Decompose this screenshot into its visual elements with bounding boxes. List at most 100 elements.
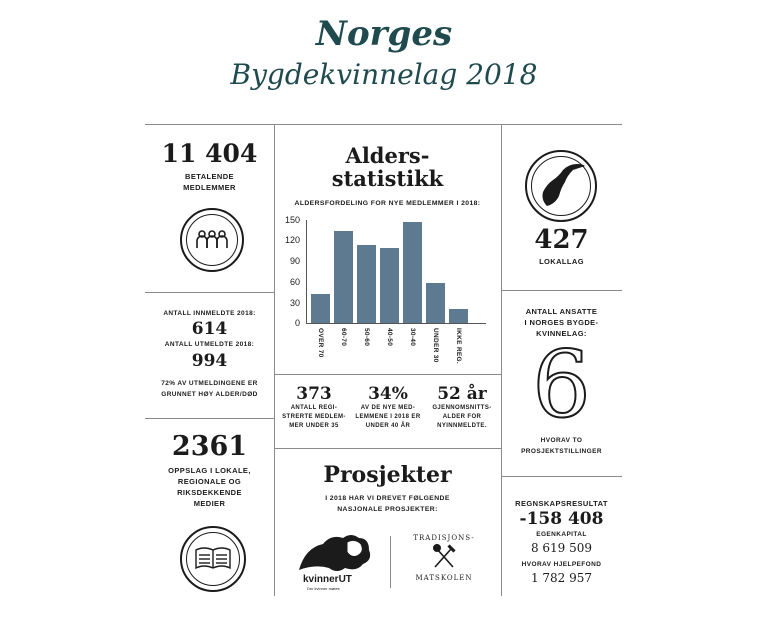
employees-note: PROSJEKTSTILLINGER <box>521 448 602 455</box>
fact-label: ANTALL REGI- <box>290 405 338 411</box>
plot-area <box>306 220 486 324</box>
chart-bar <box>357 244 376 323</box>
fact-label: GJENNOMSNITTS- <box>432 405 492 411</box>
kvinnerut-logo[interactable]: kvinnerUT Der kvinner møtes <box>295 530 375 592</box>
fact-value: 52 år <box>437 384 487 404</box>
newspaper-icon <box>180 526 246 592</box>
members-label: BETALENDE <box>185 172 234 181</box>
projects-desc: NASJONALE PROSJEKTER: <box>337 506 438 513</box>
divider <box>501 124 502 596</box>
registrations-out-value: 994 <box>191 351 228 371</box>
local-chapters-panel: 427 LOKALLAG <box>501 226 622 267</box>
employees-label: I NORGES BYGDE- <box>524 318 599 327</box>
media-label: REGIONALE OG <box>177 477 242 486</box>
projects-title: Prosjekter <box>323 462 452 488</box>
chart-bar <box>426 283 445 323</box>
age-stats-panel: Alders- statistikk ALDERSFORDELING FOR N… <box>274 144 501 209</box>
tradisjonsmatskolen-logo[interactable]: TRADISJONS- MATSKOLEN <box>408 532 480 592</box>
fact-label: ALDER FOR <box>442 414 482 420</box>
fact-item: 373 ANTALL REGI- STRERTE MEDLEM- MER UND… <box>278 384 350 431</box>
fact-label: UNDER 40 ÅR <box>365 423 411 429</box>
x-tick-label: OVER 70 <box>317 328 324 358</box>
employees-label: ANTALL ANSATTE <box>525 307 598 316</box>
members-panel: 11 404 BETALENDE MEDLEMMER <box>145 140 274 193</box>
registrations-panel: ANTALL INNMELDTE 2018: 614 ANTALL UTMELD… <box>145 308 274 400</box>
employees-panel: ANTALL ANSATTE I NORGES BYGDE- KVINNELAG… <box>501 306 622 457</box>
y-tick: 150 <box>284 215 300 225</box>
finance-equity-value: 8 619 509 <box>530 541 593 555</box>
divider <box>145 418 274 419</box>
members-value: 11 404 <box>161 139 258 168</box>
local-chapters-value: 427 <box>534 225 589 255</box>
chart-bar <box>334 231 353 323</box>
chart-bar <box>380 248 399 323</box>
finance-result-value: -158 408 <box>519 509 604 529</box>
employees-label: KVINNELAG: <box>536 329 587 338</box>
registrations-note: 72% AV UTMELDINGENE ER <box>161 380 258 387</box>
fact-label: AV DE NYE MED- <box>360 405 416 411</box>
kvinnerut-text: kvinnerUT <box>303 574 352 585</box>
page-subtitle: Bygdekvinnelag 2018 <box>230 58 538 91</box>
x-tick-label: IKKE REG. <box>455 328 462 364</box>
finance-equity-label: EGENKAPITAL <box>536 531 587 538</box>
registrations-note: GRUNNET HØY ALDER/DØD <box>161 391 258 398</box>
registrations-in-label: ANTALL INNMELDTE 2018: <box>163 310 256 317</box>
finance-panel: REGNSKAPSRESULTAT -158 408 EGENKAPITAL 8… <box>501 498 622 586</box>
y-axis-labels: 150 120 90 60 30 0 <box>280 215 300 328</box>
x-tick-label: 60-70 <box>340 328 347 347</box>
finance-result-label: REGNSKAPSRESULTAT <box>515 499 608 508</box>
x-tick-label: 40-50 <box>386 328 393 347</box>
divider <box>390 536 391 588</box>
people-icon <box>180 208 244 272</box>
projects-panel: Prosjekter I 2018 HAR VI DREVET FØLGENDE… <box>274 464 501 515</box>
divider <box>145 124 622 125</box>
fact-label: NYINNMELDTE. <box>437 423 487 429</box>
employees-note: HVORAV TO <box>540 437 583 444</box>
x-tick-label: UNDER 30 <box>432 328 439 363</box>
finance-fund-label: HVORAV HJELPEFOND <box>521 561 602 568</box>
media-label: RIKSDEKKENDE <box>177 488 242 497</box>
fact-label: LEMMENE I 2018 ER <box>355 414 421 420</box>
page-title: Norges <box>315 14 453 54</box>
fork-spatula-icon <box>433 544 456 568</box>
divider <box>274 124 275 596</box>
fact-value: 373 <box>296 384 332 404</box>
fact-value: 34% <box>368 384 408 404</box>
chart-bar <box>311 293 330 323</box>
kvinnerut-subtext: Der kvinner møtes <box>307 586 340 591</box>
chart-subtitle: ALDERSFORDELING FOR NYE MEDLEMMER I 2018… <box>294 200 481 207</box>
fact-item: 34% AV DE NYE MED- LEMMENE I 2018 ER UND… <box>352 384 424 431</box>
logo-text-bottom: MATSKOLEN <box>415 574 473 582</box>
divider <box>501 290 622 291</box>
facts-row: 373 ANTALL REGI- STRERTE MEDLEM- MER UND… <box>274 384 501 444</box>
employees-value: 6 <box>531 331 592 438</box>
fact-label: MER UNDER 35 <box>289 423 339 429</box>
media-panel: 2361 OPPSLAG I LOKALE, REGIONALE OG RIKS… <box>145 432 274 509</box>
projects-desc: I 2018 HAR VI DREVET FØLGENDE <box>325 495 450 502</box>
media-value: 2361 <box>171 431 248 462</box>
y-tick: 30 <box>289 298 300 308</box>
x-axis-labels: OVER 70 60-70 50-60 40-50 30-40 UNDER 30 IKKE … <box>306 328 486 368</box>
divider <box>145 292 274 293</box>
divider <box>501 476 622 477</box>
media-label: OPPSLAG I LOKALE, <box>168 466 251 475</box>
chart-title-line2: statistikk <box>331 166 444 191</box>
members-label: MEDLEMMER <box>183 183 236 192</box>
chart-title-line1: Alders- <box>345 143 430 168</box>
y-tick: 60 <box>289 277 300 287</box>
media-label: MEDIER <box>193 499 226 508</box>
divider <box>274 448 501 449</box>
logo-text-top: TRADISJONS- <box>413 534 475 542</box>
y-tick: 0 <box>294 318 300 328</box>
bar-chart: 150 120 90 60 30 0 OVER 70 60-70 50-60 40-5… <box>280 215 490 370</box>
finance-fund-value: 1 782 957 <box>530 571 593 585</box>
x-tick-label: 50-60 <box>363 328 370 347</box>
chart-bar <box>403 222 422 323</box>
fact-item: 52 år GJENNOMSNITTS- ALDER FOR NYINNMELD… <box>426 384 498 431</box>
norway-map-icon <box>525 150 597 222</box>
fact-label: STRERTE MEDLEM- <box>282 414 346 420</box>
registrations-in-value: 614 <box>191 319 228 339</box>
y-tick: 90 <box>289 256 300 266</box>
y-tick: 120 <box>284 235 300 245</box>
chart-bar <box>449 309 468 323</box>
